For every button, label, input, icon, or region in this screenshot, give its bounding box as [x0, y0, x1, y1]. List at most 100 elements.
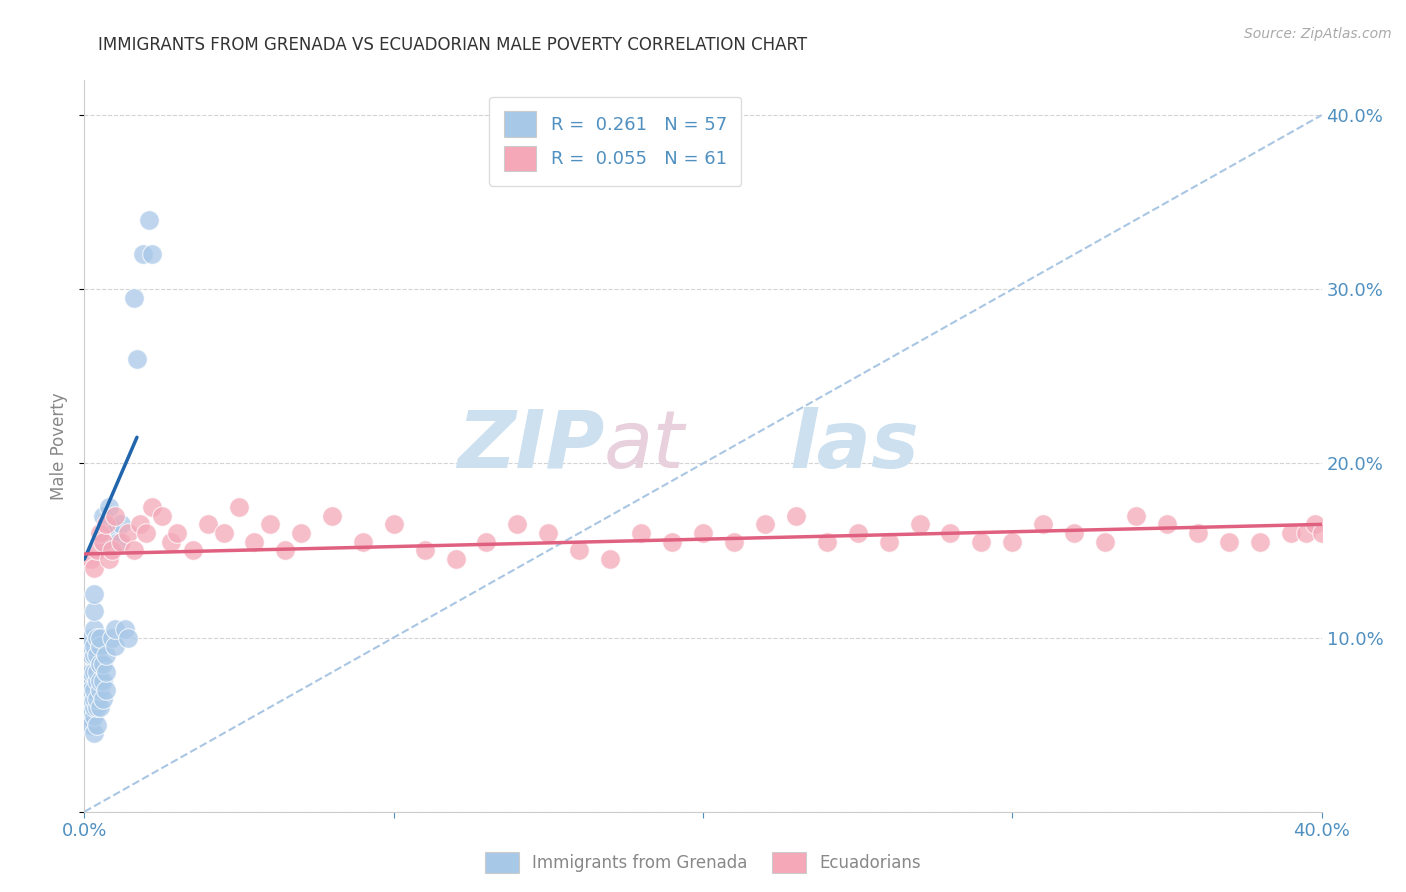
Point	[86, 717, 108, 731]
Point	[89, 640, 111, 654]
Point	[98, 552, 121, 566]
Point	[91, 691, 114, 706]
Point	[89, 657, 111, 671]
Point	[83, 665, 105, 680]
Point	[568, 543, 591, 558]
Point	[79, 717, 101, 731]
Point	[86, 665, 108, 680]
Point	[1249, 534, 1271, 549]
Point	[86, 648, 108, 662]
Point	[1156, 517, 1178, 532]
Point	[104, 640, 127, 654]
Point	[1001, 534, 1024, 549]
Point	[83, 648, 105, 662]
Point	[89, 631, 111, 645]
Point	[475, 534, 498, 549]
Point	[970, 534, 993, 549]
Point	[939, 526, 962, 541]
Text: Source: ZipAtlas.com: Source: ZipAtlas.com	[1244, 27, 1392, 41]
Point	[352, 534, 374, 549]
Point	[1218, 534, 1240, 549]
Point	[86, 631, 108, 645]
Point	[114, 622, 136, 636]
Point	[723, 534, 745, 549]
Point	[83, 691, 105, 706]
Point	[181, 543, 204, 558]
Point	[89, 682, 111, 697]
Point	[1063, 526, 1085, 541]
Point	[537, 526, 560, 541]
Point	[212, 526, 235, 541]
Point	[110, 517, 132, 532]
Point	[98, 500, 121, 514]
Point	[141, 500, 163, 514]
Point	[79, 691, 101, 706]
Point	[83, 709, 105, 723]
Point	[86, 543, 108, 558]
Point	[785, 508, 807, 523]
Point	[83, 682, 105, 697]
Point	[104, 508, 127, 523]
Point	[91, 674, 114, 689]
Point	[243, 534, 266, 549]
Point	[89, 700, 111, 714]
Point	[122, 543, 145, 558]
Point	[630, 526, 652, 541]
Point	[661, 534, 683, 549]
Point	[104, 622, 127, 636]
Point	[274, 543, 297, 558]
Point	[132, 247, 155, 261]
Point	[83, 700, 105, 714]
Point	[79, 552, 101, 566]
Point	[135, 526, 157, 541]
Point	[290, 526, 312, 541]
Y-axis label: Male Poverty: Male Poverty	[51, 392, 69, 500]
Point	[98, 517, 121, 532]
Point	[94, 517, 117, 532]
Point	[101, 543, 124, 558]
Point	[83, 604, 105, 618]
Point	[444, 552, 467, 566]
Point	[76, 700, 98, 714]
Point	[259, 517, 281, 532]
Point	[86, 674, 108, 689]
Point	[91, 508, 114, 523]
Point	[122, 291, 145, 305]
Point	[117, 526, 139, 541]
Point	[79, 631, 101, 645]
Point	[506, 517, 529, 532]
Legend: Immigrants from Grenada, Ecuadorians: Immigrants from Grenada, Ecuadorians	[478, 846, 928, 880]
Point	[815, 534, 838, 549]
Point	[89, 526, 111, 541]
Text: las: las	[790, 407, 920, 485]
Point	[321, 508, 343, 523]
Point	[94, 682, 117, 697]
Point	[1295, 526, 1317, 541]
Point	[908, 517, 931, 532]
Point	[79, 640, 101, 654]
Point	[197, 517, 219, 532]
Point	[91, 534, 114, 549]
Point	[107, 534, 129, 549]
Point	[166, 526, 188, 541]
Point	[692, 526, 714, 541]
Point	[1094, 534, 1116, 549]
Point	[1187, 526, 1209, 541]
Point	[160, 534, 183, 549]
Point	[141, 247, 163, 261]
Text: IMMIGRANTS FROM GRENADA VS ECUADORIAN MALE POVERTY CORRELATION CHART: IMMIGRANTS FROM GRENADA VS ECUADORIAN MA…	[98, 36, 807, 54]
Point	[382, 517, 405, 532]
Point	[91, 657, 114, 671]
Text: at: at	[605, 407, 685, 485]
Point	[110, 534, 132, 549]
Point	[89, 674, 111, 689]
Point	[117, 631, 139, 645]
Point	[83, 587, 105, 601]
Point	[83, 622, 105, 636]
Point	[1032, 517, 1054, 532]
Point	[599, 552, 621, 566]
Point	[79, 682, 101, 697]
Point	[101, 526, 124, 541]
Point	[1305, 517, 1327, 532]
Point	[86, 691, 108, 706]
